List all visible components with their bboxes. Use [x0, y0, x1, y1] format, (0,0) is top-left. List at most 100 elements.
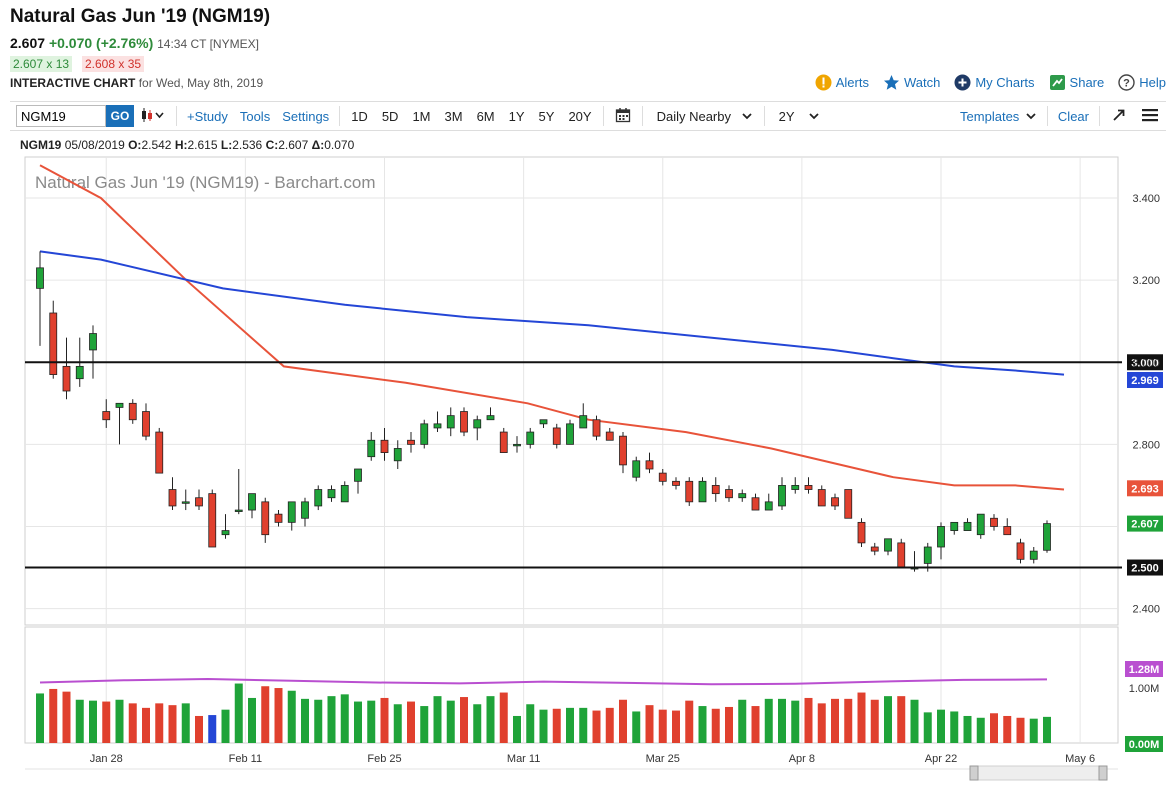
candlestick: [566, 419, 574, 445]
period-5y[interactable]: 5Y: [538, 108, 555, 124]
ohlc-low-label: L:: [220, 138, 233, 152]
candle-body: [831, 497, 839, 507]
candlestick: [937, 522, 945, 560]
candle-body: [49, 312, 58, 375]
y-tick-label: 3.000: [1132, 357, 1160, 369]
period-6m[interactable]: 6M: [476, 108, 495, 124]
candle-body: [248, 493, 256, 511]
candlestick: [592, 415, 601, 441]
tools-button[interactable]: Tools: [239, 108, 271, 124]
candlestick: [248, 493, 256, 519]
bid-quote: 2.607 x 13: [10, 56, 73, 72]
volume-bar: [923, 712, 932, 743]
my-charts-button[interactable]: My Charts: [954, 74, 1035, 91]
study-button[interactable]: +Study: [187, 108, 228, 124]
settings-button[interactable]: Settings: [282, 108, 330, 124]
candle-body: [552, 427, 561, 445]
candlesticks: [36, 251, 1051, 572]
ohlc-high-label: H:: [174, 138, 188, 152]
candle-body: [1043, 523, 1051, 551]
scroll-window: [974, 765, 1106, 781]
candle-body: [287, 501, 296, 523]
candlestick: [234, 469, 243, 515]
candle-body: [314, 489, 323, 507]
period-1d[interactable]: 1D: [351, 108, 368, 124]
volume-bar: [605, 707, 614, 743]
chart-type-button[interactable]: [134, 107, 172, 125]
share-icon: [1049, 74, 1066, 91]
time-scrollbar[interactable]: [969, 765, 1108, 781]
candlestick: [128, 399, 137, 424]
price-tag-box: [1127, 480, 1163, 497]
menu-button[interactable]: [1134, 107, 1166, 126]
candlestick: [221, 514, 230, 539]
calendar-button[interactable]: [608, 107, 638, 126]
clear-button[interactable]: Clear: [1057, 108, 1089, 124]
candle-body: [327, 489, 336, 499]
candle-body: [221, 530, 230, 536]
candlestick: [831, 493, 839, 511]
period-1y[interactable]: 1Y: [508, 108, 525, 124]
candlestick: [168, 477, 177, 511]
volume-bar: [234, 683, 243, 743]
candle-body: [433, 423, 442, 429]
go-button[interactable]: GO: [106, 105, 134, 127]
symbol-input[interactable]: [16, 105, 106, 127]
watch-button[interactable]: Watch: [883, 74, 940, 91]
horizontal-lines[interactable]: 3.000 2.500: [25, 354, 1163, 576]
period-5d[interactable]: 5D: [381, 108, 399, 124]
share-button[interactable]: Share: [1049, 74, 1104, 91]
volume-bar: [221, 709, 230, 743]
templates-button[interactable]: Templates: [954, 109, 1043, 124]
y-tick-label: 3.200: [1132, 275, 1160, 287]
help-button[interactable]: ? Help: [1118, 74, 1166, 91]
candlestick: [751, 493, 760, 511]
volume-bar: [950, 711, 959, 743]
candle-body: [738, 493, 747, 499]
candle-body: [976, 513, 985, 536]
svg-text:?: ?: [1123, 78, 1130, 90]
volume-tag-box: [1125, 736, 1163, 752]
volume-bar: [791, 700, 800, 743]
candlestick: [142, 403, 150, 441]
candle-body: [592, 419, 601, 437]
volume-bar: [817, 703, 826, 743]
volume-bar: [632, 711, 641, 743]
candle-body: [155, 431, 164, 474]
range-select[interactable]: 2Y: [769, 109, 827, 124]
candlestick: [36, 251, 44, 346]
chart-toolbar: GO +Study Tools Settings 1D 5D 1M 3M 6M …: [10, 101, 1166, 131]
toolbar-divider: [602, 106, 604, 126]
period-20y[interactable]: 20Y: [568, 108, 592, 124]
candlestick: [605, 427, 614, 441]
volume-bar: [711, 708, 720, 743]
volume-bar: [645, 705, 654, 743]
candle-body: [301, 501, 309, 519]
volume-bar: [36, 693, 44, 743]
period-1m[interactable]: 1M: [412, 108, 431, 124]
range-value: 2Y: [778, 108, 795, 124]
x-tick-label: May 6: [1065, 753, 1095, 765]
toolbar-divider: [339, 106, 341, 126]
candle-body: [685, 480, 694, 503]
volume-bar: [1016, 717, 1025, 743]
candlestick: [327, 485, 336, 502]
alerts-button[interactable]: Alerts: [815, 74, 869, 91]
volume-bar: [1029, 718, 1038, 743]
ohlc-open-label: O:: [128, 138, 142, 152]
candle-body: [539, 419, 548, 425]
volume-bar: [725, 706, 733, 743]
toolbar-divider: [176, 106, 177, 126]
interactive-chart-label: INTERACTIVE CHART: [10, 76, 136, 90]
volume-bar: [897, 696, 906, 743]
candle-body: [340, 485, 349, 503]
price-tag-box: [1127, 371, 1163, 388]
candlestick: [817, 485, 826, 507]
candle-body: [566, 423, 574, 445]
star-icon: [883, 74, 900, 91]
candlestick: [287, 501, 296, 531]
contract-mode-select[interactable]: Daily Nearby: [647, 109, 760, 124]
period-3m[interactable]: 3M: [444, 108, 463, 124]
expand-button[interactable]: [1104, 107, 1134, 126]
